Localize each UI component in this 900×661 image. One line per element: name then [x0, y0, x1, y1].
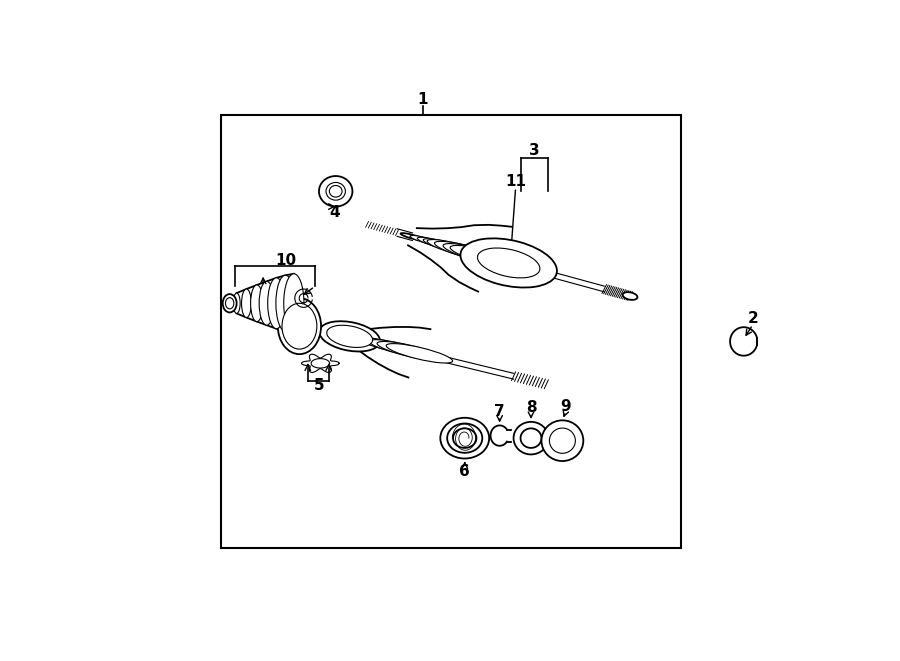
Ellipse shape: [623, 292, 637, 300]
Ellipse shape: [461, 239, 557, 288]
Ellipse shape: [282, 303, 317, 349]
Text: 5: 5: [313, 378, 324, 393]
Ellipse shape: [428, 239, 495, 260]
Text: 1: 1: [418, 92, 428, 107]
Ellipse shape: [423, 239, 478, 256]
Ellipse shape: [450, 245, 539, 273]
Ellipse shape: [259, 282, 274, 325]
Ellipse shape: [278, 298, 321, 354]
Ellipse shape: [542, 420, 583, 461]
Ellipse shape: [222, 294, 237, 313]
Ellipse shape: [520, 428, 542, 448]
Ellipse shape: [355, 336, 394, 348]
Text: 6: 6: [459, 464, 470, 479]
Ellipse shape: [453, 428, 476, 448]
Ellipse shape: [326, 182, 346, 200]
Ellipse shape: [319, 176, 353, 206]
Ellipse shape: [477, 248, 540, 278]
Ellipse shape: [440, 418, 490, 459]
Ellipse shape: [435, 241, 513, 266]
Ellipse shape: [284, 274, 304, 332]
Ellipse shape: [400, 233, 424, 241]
Ellipse shape: [418, 237, 461, 251]
Ellipse shape: [443, 243, 528, 270]
Ellipse shape: [267, 278, 285, 329]
Ellipse shape: [362, 338, 412, 353]
Text: 3: 3: [529, 143, 540, 158]
Text: 4: 4: [329, 205, 339, 220]
Text: 9: 9: [561, 399, 572, 414]
Ellipse shape: [327, 325, 373, 348]
Text: 10: 10: [274, 253, 296, 268]
Text: 8: 8: [526, 400, 536, 415]
Ellipse shape: [410, 235, 443, 246]
Ellipse shape: [549, 428, 575, 453]
Ellipse shape: [514, 422, 548, 454]
Text: 11: 11: [505, 174, 526, 188]
Ellipse shape: [447, 424, 482, 453]
Text: 7: 7: [494, 404, 505, 418]
Bar: [220, 115, 681, 547]
Ellipse shape: [369, 340, 428, 357]
Ellipse shape: [276, 275, 295, 331]
Text: 2: 2: [747, 311, 758, 326]
Ellipse shape: [226, 297, 234, 309]
Ellipse shape: [320, 321, 380, 352]
Ellipse shape: [349, 336, 378, 344]
Ellipse shape: [233, 293, 240, 313]
Ellipse shape: [377, 342, 441, 360]
Ellipse shape: [250, 285, 263, 322]
Ellipse shape: [386, 344, 453, 363]
Ellipse shape: [329, 186, 342, 197]
Ellipse shape: [241, 289, 251, 317]
Ellipse shape: [343, 334, 363, 340]
